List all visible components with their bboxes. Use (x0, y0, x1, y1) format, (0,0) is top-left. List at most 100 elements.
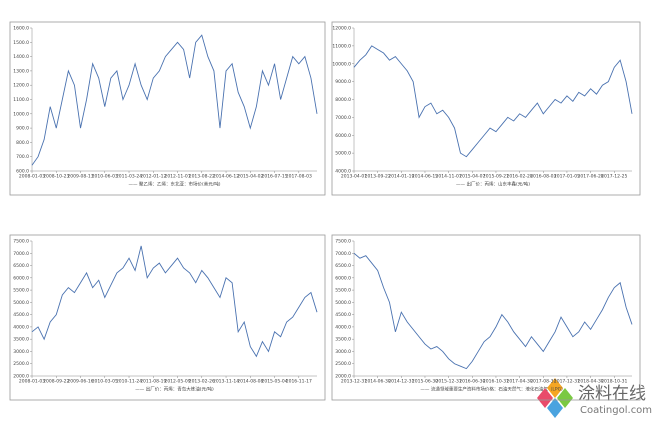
y-tick-label: 10000.0 (332, 61, 351, 67)
y-tick-label: 6000.0 (335, 133, 351, 139)
y-tick-label: 900.0 (16, 126, 29, 132)
series-line (31, 245, 318, 358)
x-tick-label: 2012-01-12 (140, 174, 166, 180)
y-tick-label: 7500.0 (335, 239, 351, 245)
x-tick-label: 2011-03-24 (116, 174, 142, 180)
x-tick-label: 2016-06-30 (459, 379, 485, 385)
x-tick-label: 2008-10-23 (43, 174, 69, 180)
y-tick-label: 8000.0 (335, 97, 351, 103)
series-line (31, 34, 318, 166)
x-tick-label: 2008-09-22 (43, 379, 69, 385)
y-tick-label: 6000.0 (335, 275, 351, 281)
y-tick-label: 1400.0 (13, 54, 29, 60)
x-tick-label: 2017-01-05 (554, 174, 580, 180)
x-tick-label: 2013-09-22 (365, 174, 391, 180)
x-tick-label: 2014-11-07 (436, 174, 462, 180)
x-tick-label: 2015-05-04 (261, 379, 287, 385)
chart-frame (331, 21, 641, 196)
x-tick-label: 2010-06-03 (92, 174, 118, 180)
x-tick-label: 2011-08-19 (140, 379, 166, 385)
x-tick-label: 2015-04-07 (459, 174, 485, 180)
y-tick-label: 1100.0 (13, 97, 29, 103)
y-tick-label: 5000.0 (335, 300, 351, 306)
x-tick-label: 2017-08-31 (530, 379, 556, 385)
chart-frame (331, 234, 641, 401)
legend-label: —— 流通领域重要生产资料市场价格：石油天然气：液化石油气（LPG） (420, 386, 565, 393)
x-tick-label: 2010-03-05 (92, 379, 118, 385)
series-line (353, 45, 633, 158)
x-tick-label: 2014-08-08 (237, 379, 263, 385)
y-tick-label: 5000.0 (13, 300, 29, 306)
x-tick-label: 2014-06-12 (213, 174, 239, 180)
x-tick-label: 2013-11-14 (213, 379, 239, 385)
x-tick-label: 2009-06-16 (67, 379, 93, 385)
x-tick-label: 2017-04-30 (507, 379, 533, 385)
x-tick-label: 2016-11-17 (286, 379, 312, 385)
y-tick-label: 800.0 (16, 140, 29, 146)
y-tick-label: 7000.0 (335, 251, 351, 257)
x-tick-label: 2015-09-21 (483, 174, 509, 180)
y-tick-label: 3500.0 (13, 337, 29, 343)
x-tick-label: 2010-11-24 (116, 379, 142, 385)
y-tick-label: 5500.0 (13, 288, 29, 294)
watermark-site: Coatingol.com (580, 405, 652, 416)
y-tick-label: 1000.0 (13, 111, 29, 117)
y-tick-label: 4000.0 (335, 324, 351, 330)
y-tick-label: 2000.0 (13, 374, 29, 380)
y-tick-label: 7000.0 (13, 251, 29, 257)
y-tick-label: 3000.0 (13, 349, 29, 355)
legend-label: —— 聚乙烯：乙烯：东北亚：市场价(美元/吨) (129, 181, 221, 188)
chart-frame (9, 234, 326, 401)
y-tick-label: 600.0 (16, 169, 29, 175)
series-line (353, 252, 633, 370)
x-tick-label: 2013-02-26 (189, 379, 215, 385)
legend-label: —— 出厂价：丙烯：山东丰鑫(元/吨) (456, 181, 530, 188)
y-tick-label: 3500.0 (335, 337, 351, 343)
x-tick-label: 2014-01-19 (388, 174, 414, 180)
y-tick-label: 2000.0 (335, 374, 351, 380)
x-tick-label: 2009-08-13 (67, 174, 93, 180)
watermark-logo (537, 378, 573, 418)
x-tick-label: 2014-06-15 (412, 174, 438, 180)
y-tick-label: 1600.0 (13, 26, 29, 32)
watermark-name: 涂料在线 (578, 384, 646, 404)
y-tick-label: 3000.0 (335, 349, 351, 355)
x-tick-label: 2015-12-31 (436, 379, 462, 385)
x-tick-label: 2018-04-30 (578, 379, 604, 385)
y-tick-label: 4000.0 (13, 324, 29, 330)
y-tick-label: 4000.0 (335, 169, 351, 175)
y-tick-label: 1300.0 (13, 68, 29, 74)
x-tick-label: 2016-02-28 (507, 174, 533, 180)
x-tick-label: 2013-12-31 (341, 379, 367, 385)
y-tick-label: 5500.0 (335, 288, 351, 294)
x-tick-label: 2016-08-03 (530, 174, 556, 180)
x-tick-label: 2008-01-03 (19, 379, 45, 385)
x-tick-label: 2017-12-25 (601, 174, 627, 180)
x-tick-label: 2014-06-30 (365, 379, 391, 385)
x-tick-label: 2012-11-01 (164, 174, 190, 180)
x-tick-label: 2012-05-09 (164, 379, 190, 385)
x-tick-label: 2016-07-15 (261, 174, 287, 180)
x-tick-label: 2013-08-22 (189, 174, 215, 180)
legend-label: —— 出厂价：丙烯：青岛大炼油(元/吨) (135, 386, 214, 393)
y-tick-label: 11000.0 (332, 43, 351, 49)
y-tick-label: 9000.0 (335, 79, 351, 85)
y-tick-label: 4500.0 (13, 312, 29, 318)
y-tick-label: 12000.0 (332, 26, 351, 32)
y-tick-label: 6500.0 (335, 263, 351, 269)
y-tick-label: 6000.0 (13, 275, 29, 281)
y-tick-label: 1500.0 (13, 40, 29, 46)
x-tick-label: 2015-04-02 (237, 174, 263, 180)
x-tick-label: 2015-06-30 (412, 379, 438, 385)
x-tick-label: 2008-01-03 (19, 174, 45, 180)
y-tick-label: 6500.0 (13, 263, 29, 269)
y-tick-label: 2500.0 (335, 361, 351, 367)
x-tick-label: 2018-10-31 (601, 379, 627, 385)
y-tick-label: 1200.0 (13, 83, 29, 89)
x-tick-label: 2017-08-03 (286, 174, 312, 180)
x-tick-label: 2017-06-28 (578, 174, 604, 180)
y-tick-label: 5000.0 (335, 151, 351, 157)
x-tick-label: 2014-12-31 (388, 379, 414, 385)
